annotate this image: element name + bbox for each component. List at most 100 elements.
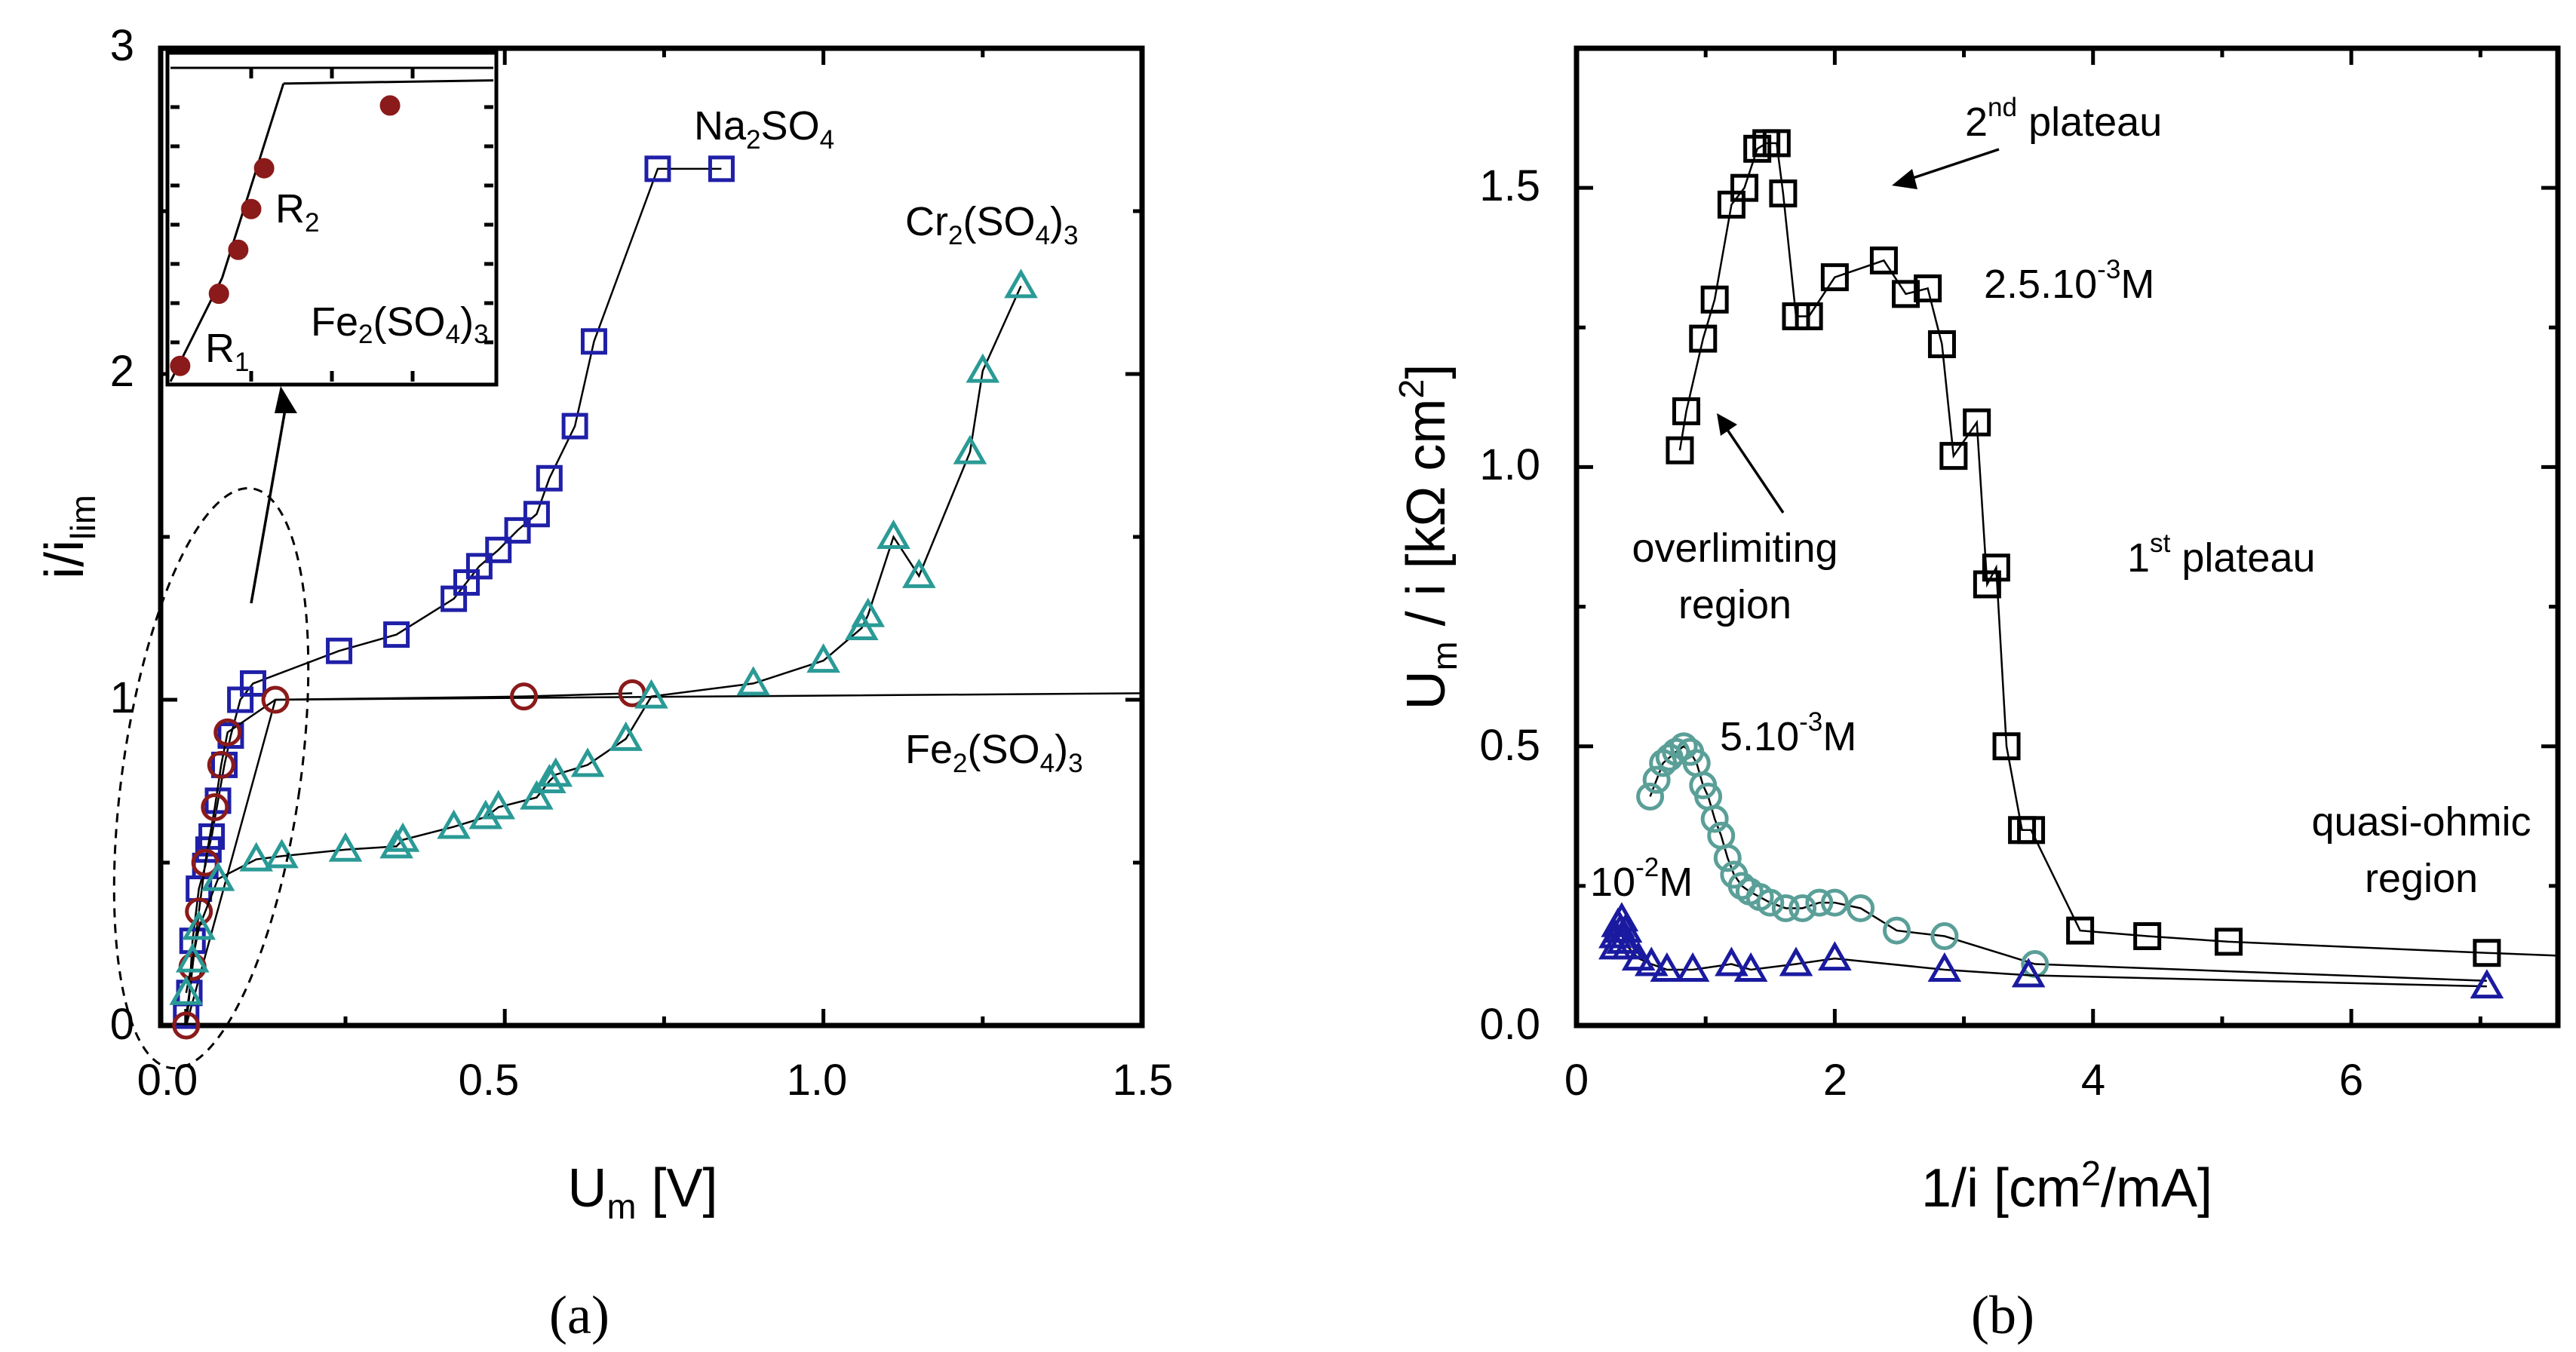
b-annot-1st-plateau: 1st plateau [2127,529,2316,581]
panel-b-series [1598,129,2559,999]
a-series-connector [185,285,1022,994]
a-point-triangle [609,721,643,751]
a-point-square [179,927,206,955]
a-inset-arrow [250,400,288,604]
a-point-square [465,553,493,580]
a-point-square [580,328,607,355]
a-series-fe2so43 [172,679,646,1040]
b-point-square [1672,397,1701,425]
a-inset-frame [165,51,499,387]
a-label-cr2so43: Cr2(SO4)3 [905,199,1079,250]
a-series-connector [185,692,633,1026]
b-point-square [1730,173,1759,202]
a-point-triangle [902,558,936,588]
b-point-square [1689,324,1718,353]
a-point-circle [207,750,235,779]
b-point-circle [1642,765,1671,794]
a-point-triangle [533,763,566,793]
a-point-triangle [468,799,503,829]
a-inset-points [170,95,401,376]
b-point-triangle [2011,958,2046,988]
b-point-square [2066,916,2095,945]
b-point-triangle [1621,941,1656,971]
a-point-triangle [1004,268,1038,299]
b-annot-quasi-2: region [2365,856,2478,901]
a-label-fe2so43: Fe2(SO4)3 [905,727,1083,778]
a-point-square [504,517,531,544]
a-point-triangle [539,757,573,787]
a-x-axis-title: Um [V] [567,1158,717,1226]
b-point-square [1963,408,1991,437]
b-point-circle [1636,782,1665,811]
a-point-triangle [175,943,210,973]
a-point-triangle [966,353,1000,383]
b-arrow-overlimiting [1726,429,1785,514]
b-xtick-label-1: 2 [1823,1056,1847,1105]
b-annot-conc-3: 10-2M [1590,853,1693,905]
a-point-square [644,155,671,182]
b-point-triangle [1779,946,1813,976]
a-point-triangle [736,666,770,696]
a-point-square [708,155,735,182]
a-inset-point [253,158,275,179]
a-inset-plateau-line [283,79,494,85]
b-point-square [1743,134,1772,163]
panel-b-plot-frame [1574,45,2561,1029]
b-point-circle [1820,888,1849,917]
a-point-triangle [182,910,216,940]
b-ytick-label-3: 1.5 [1479,161,1540,210]
a-ytick-label-2: 2 [110,347,134,396]
b-point-circle [1847,894,1875,922]
b-point-square [1992,732,2021,761]
a-point-triangle [877,519,910,549]
b-point-square [1769,179,1798,208]
a-inset-arrowhead [275,386,297,413]
a-point-square [383,621,410,648]
b-point-circle [1805,888,1834,917]
a-point-triangle [570,747,605,777]
b-series-102m [1598,902,2504,999]
a-point-triangle [169,975,204,1005]
a-point-triangle [851,597,886,627]
b-point-square [1892,280,1920,308]
a-point-triangle [953,434,987,464]
a-point-triangle [634,679,668,709]
a-point-circle [213,718,242,747]
a-inset-point [208,284,229,305]
a-inset-point [228,239,249,260]
b-point-triangle [1927,952,1962,982]
b-point-square [1914,274,1942,302]
b-arrowhead-2nd-plateau [1892,169,1917,189]
a-point-circle [510,682,539,711]
b-point-circle [1771,894,1800,922]
a-point-square [326,637,353,664]
a-series-cr2so43 [169,268,1038,1005]
b-annot-overlimiting-2: region [1678,582,1792,627]
b-arrowhead-overlimiting [1717,413,1737,436]
a-point-square [239,670,266,697]
b-point-square [1762,129,1791,158]
b-ytick-label-2: 1.0 [1479,440,1540,489]
panel-a: 0.0 0.5 1.0 1.5 0 1 2 3 Um [V] i/ilim Na… [35,21,1173,1345]
b-x-axis-title: 1/i [cm2/mA] [1921,1154,2212,1219]
a-point-triangle [239,842,274,872]
a-ytick-label-1: 1 [110,673,134,722]
b-point-circle [1713,844,1742,872]
a-inset-point [379,95,401,116]
a-point-square [523,501,550,528]
b-point-square [1939,442,1968,471]
a-point-circle [201,793,229,822]
b-annot-conc-1: 2.5.10-3M [1984,255,2154,307]
panel-b-ticks [1574,48,2558,1028]
b-point-triangle [1611,930,1645,960]
a-point-circle [261,685,290,714]
b-ytick-label-1: 0.5 [1479,721,1540,770]
b-point-square [1700,285,1729,314]
a-point-triangle [520,780,554,810]
a-point-square [217,722,244,750]
a-point-circle [172,1011,201,1040]
a-ytick-label-0: 0 [110,1000,134,1049]
a-point-triangle [328,832,363,862]
a-inset-label-r2: R2 [275,186,320,238]
b-point-triangle [1715,946,1749,976]
